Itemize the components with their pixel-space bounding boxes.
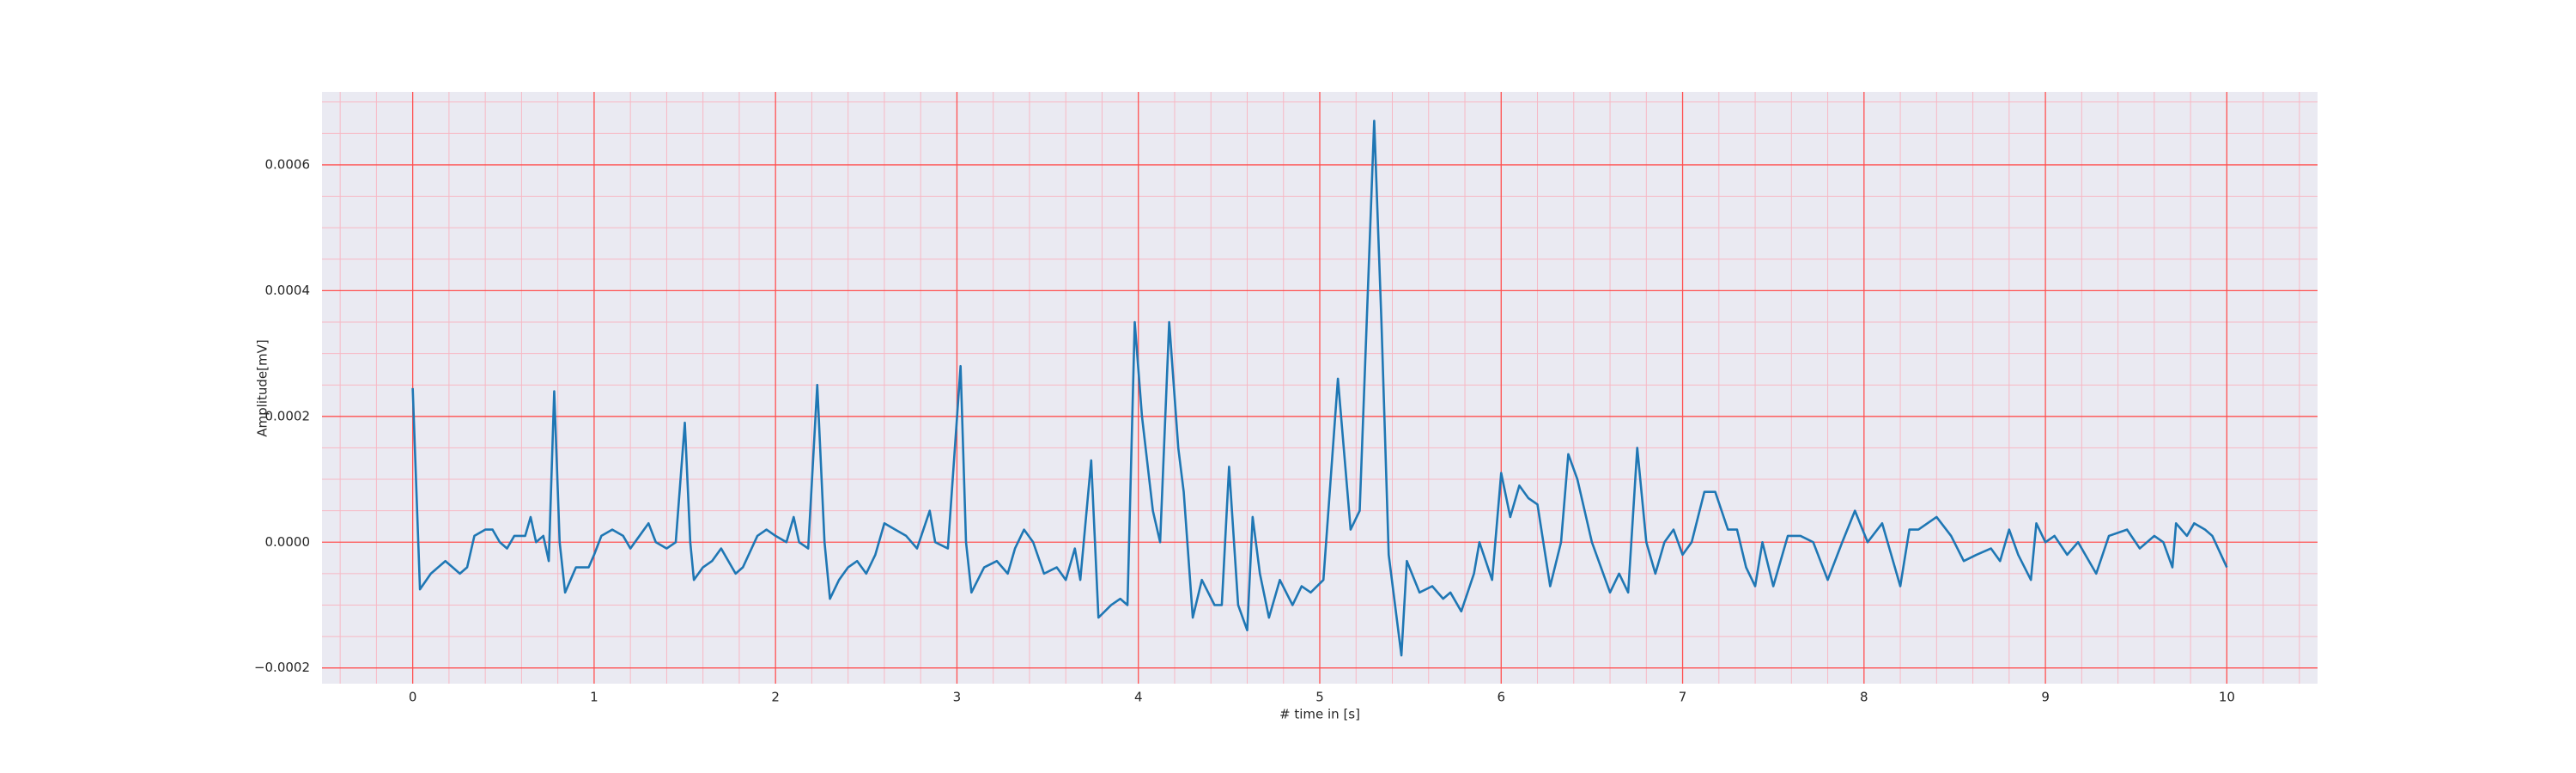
data-line xyxy=(411,119,2228,657)
y-tick-label: 0.0000 xyxy=(265,534,311,550)
x-tick-label: 9 xyxy=(2041,690,2050,705)
y-tick-label: 0.0004 xyxy=(265,283,311,298)
x-tick-label: 4 xyxy=(1134,690,1143,705)
x-tick-label: 6 xyxy=(1497,690,1505,705)
x-tick-label: 1 xyxy=(590,690,598,705)
x-tick-label: 10 xyxy=(2219,690,2235,705)
x-tick-label: 3 xyxy=(953,690,962,705)
x-axis-label: # time in [s] xyxy=(1279,707,1360,722)
y-tick-label: 0.0006 xyxy=(265,156,311,172)
y-axis-label: Amplitude[mV] xyxy=(255,339,270,436)
x-tick-label: 7 xyxy=(1679,690,1687,705)
y-tick-label: −0.0002 xyxy=(254,660,310,675)
y-tick-label: 0.0002 xyxy=(265,408,311,423)
x-tick-label: 8 xyxy=(1860,690,1868,705)
x-tick-label: 0 xyxy=(409,690,417,705)
x-tick-label: 2 xyxy=(771,690,780,705)
x-tick-label: 5 xyxy=(1315,690,1324,705)
